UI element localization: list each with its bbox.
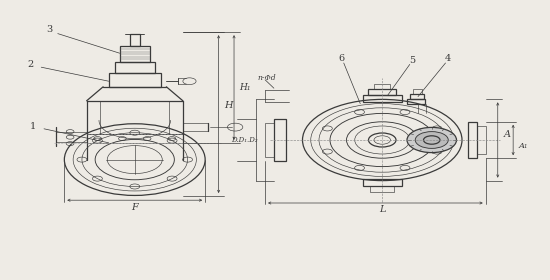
Bar — [368, 89, 396, 95]
Text: 5: 5 — [409, 56, 416, 65]
Text: 2: 2 — [27, 60, 34, 69]
Text: L: L — [379, 206, 386, 214]
Bar — [407, 99, 425, 104]
Bar — [265, 123, 274, 157]
Bar — [109, 73, 161, 87]
Text: D.D₁.D₂: D.D₁.D₂ — [232, 136, 258, 144]
Bar — [412, 89, 422, 94]
Text: H: H — [224, 101, 233, 110]
Text: A₁: A₁ — [518, 142, 528, 150]
Bar — [130, 34, 140, 46]
Bar — [477, 126, 486, 154]
Text: 1: 1 — [30, 122, 36, 130]
Bar — [468, 122, 477, 158]
Bar — [374, 84, 390, 89]
Circle shape — [415, 132, 448, 148]
Text: A: A — [504, 130, 511, 139]
Bar — [370, 186, 394, 192]
Bar — [363, 179, 402, 186]
Bar — [363, 95, 402, 102]
Text: H₁: H₁ — [239, 83, 251, 92]
Text: 6: 6 — [338, 54, 344, 63]
Bar — [120, 46, 150, 62]
Text: 3: 3 — [46, 25, 53, 34]
Circle shape — [407, 127, 456, 153]
Bar — [115, 62, 155, 73]
Text: n-Φd: n-Φd — [257, 74, 276, 82]
Bar — [274, 119, 286, 161]
Bar — [410, 94, 424, 99]
Text: F: F — [131, 203, 138, 212]
Text: 4: 4 — [445, 54, 452, 63]
